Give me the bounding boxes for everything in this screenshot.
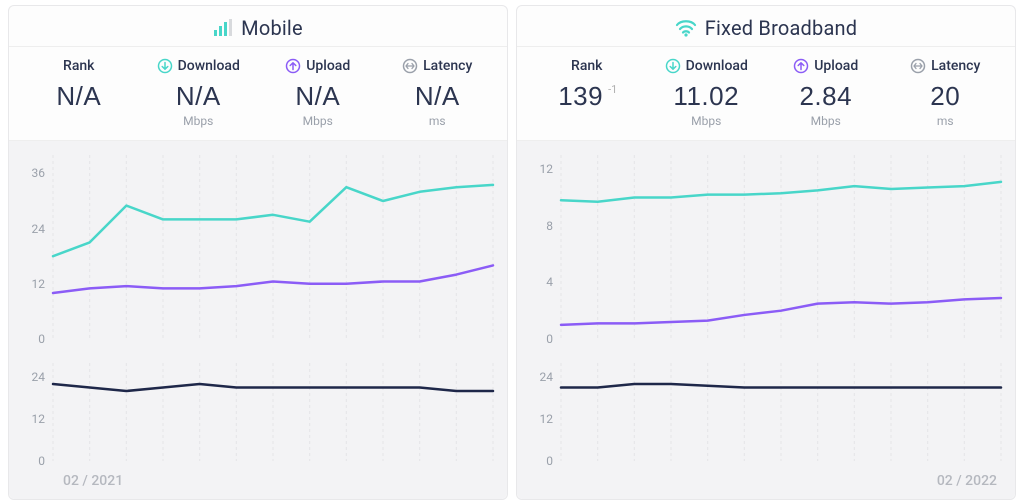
latency-icon <box>402 58 418 74</box>
metric-value: N/A <box>56 81 101 112</box>
y-axis-labels: 0 12 24 36 <box>19 141 49 353</box>
y-tick-label: 12 <box>527 412 553 426</box>
panel-mobile: Mobile Rank N/A Download N/A Mbps <box>8 5 508 500</box>
y-tick-label: 0 <box>19 332 45 346</box>
y-tick-label: 24 <box>19 222 45 236</box>
metric-value: N/A <box>295 81 340 112</box>
y-tick-label: 8 <box>527 219 553 233</box>
y-tick-label: 12 <box>527 162 553 176</box>
metric-value: 11.02 <box>673 81 739 112</box>
metric-sup: -1 <box>608 83 617 96</box>
metric-label: Download <box>686 58 748 74</box>
metric-label: Latency <box>423 58 472 74</box>
fixed-speed-svg <box>561 155 1001 339</box>
date-start: 02 / 2021 <box>63 473 123 489</box>
fixed-metric-upload: Upload 2.84 Mbps <box>766 57 886 128</box>
panels-container: Mobile Rank N/A Download N/A Mbps <box>8 5 1016 500</box>
y-tick-label: 12 <box>19 277 45 291</box>
metric-label: Rank <box>571 58 602 74</box>
fixed-metric-latency: Latency 20 ms <box>886 57 1006 128</box>
panel-fixed-title: Fixed Broadband <box>705 16 858 40</box>
mobile-metric-latency: Latency N/A ms <box>378 57 498 128</box>
y-axis-labels: 0 12 24 <box>19 353 49 471</box>
metric-label: Download <box>178 58 240 74</box>
metric-unit: ms <box>378 114 498 128</box>
y-tick-label: 0 <box>19 454 45 468</box>
fixed-metric-rank: Rank 139 -1 <box>527 57 647 128</box>
y-tick-label: 36 <box>19 166 45 180</box>
metric-unit: Mbps <box>258 114 378 128</box>
mobile-latency-chart: 0 12 24 <box>9 353 507 471</box>
y-tick-label: 0 <box>527 454 553 468</box>
panel-mobile-header: Mobile <box>9 6 507 47</box>
metric-unit: ms <box>886 114 1006 128</box>
wifi-icon <box>675 19 697 37</box>
mobile-metric-rank: Rank N/A <box>19 57 139 128</box>
mobile-bars-icon <box>213 19 233 37</box>
metric-label: Rank <box>63 58 94 74</box>
y-tick-label: 24 <box>527 370 553 384</box>
arrow-down-icon <box>157 58 173 74</box>
fixed-metric-download: Download 11.02 Mbps <box>647 57 767 128</box>
fixed-speed-chart: 0 4 8 12 <box>517 141 1015 353</box>
metric-label: Upload <box>814 58 858 74</box>
metric-value: 20 <box>930 81 960 112</box>
latency-icon <box>910 58 926 74</box>
fixed-latency-chart: 0 12 24 <box>517 353 1015 471</box>
metric-value: N/A <box>176 81 221 112</box>
y-tick-label: 0 <box>527 332 553 346</box>
arrow-up-icon <box>793 58 809 74</box>
arrow-down-icon <box>665 58 681 74</box>
mobile-latency-svg <box>53 363 493 461</box>
mobile-metrics-row: Rank N/A Download N/A Mbps <box>9 47 507 141</box>
fixed-metrics-row: Rank 139 -1 Download 11.02 Mbps <box>517 47 1015 141</box>
metric-label: Latency <box>931 58 980 74</box>
metric-unit: Mbps <box>647 114 767 128</box>
metric-unit: Mbps <box>139 114 259 128</box>
date-end: 02 / 2022 <box>937 473 997 489</box>
y-tick-label: 24 <box>19 370 45 384</box>
mobile-speed-chart: 0 12 24 36 <box>9 141 507 353</box>
metric-value: N/A <box>415 81 460 112</box>
y-axis-labels: 0 12 24 <box>527 353 557 471</box>
metric-label: Upload <box>306 58 350 74</box>
y-tick-label: 12 <box>19 412 45 426</box>
panel-mobile-title: Mobile <box>241 16 303 40</box>
mobile-date-footer: 02 / 2021 <box>9 471 507 499</box>
mobile-speed-svg <box>53 155 493 339</box>
y-tick-label: 4 <box>527 275 553 289</box>
mobile-metric-download: Download N/A Mbps <box>139 57 259 128</box>
fixed-latency-svg <box>561 363 1001 461</box>
mobile-metric-upload: Upload N/A Mbps <box>258 57 378 128</box>
fixed-date-footer: 02 / 2022 <box>517 471 1015 499</box>
arrow-up-icon <box>285 58 301 74</box>
metric-value: 139 <box>558 81 603 112</box>
panel-fixed: Fixed Broadband Rank 139 -1 Download 11.… <box>516 5 1016 500</box>
panel-fixed-header: Fixed Broadband <box>517 6 1015 47</box>
metric-unit: Mbps <box>766 114 886 128</box>
metric-value: 2.84 <box>799 81 852 112</box>
y-axis-labels: 0 4 8 12 <box>527 141 557 353</box>
